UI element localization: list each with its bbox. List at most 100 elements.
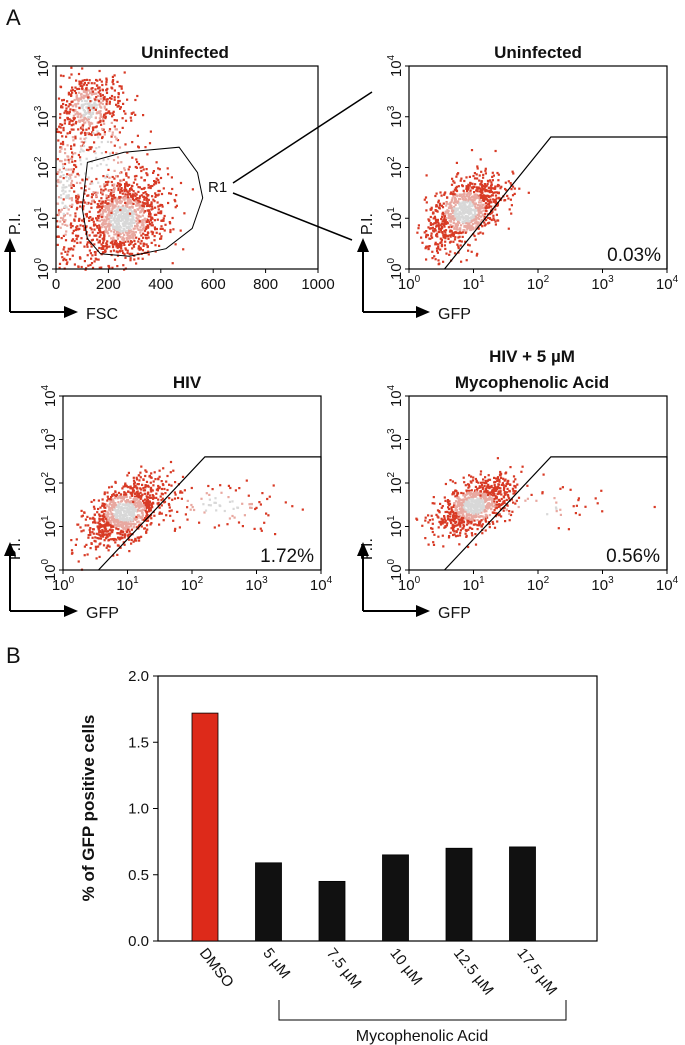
event-dot-c1 [236, 506, 240, 509]
event-dot-c1 [119, 107, 122, 110]
event-dot-c0 [462, 515, 465, 518]
event-dot-c1 [62, 102, 65, 106]
event-dot-c0 [443, 225, 446, 228]
event-dot-c1 [557, 527, 560, 530]
event-dot-c0 [423, 198, 426, 201]
event-dot-c0 [144, 484, 147, 487]
event-dot-c1 [229, 486, 232, 490]
event-dot-c0 [124, 185, 127, 189]
event-dot-c2 [120, 161, 123, 164]
event-dot-c2 [135, 158, 138, 161]
event-dot-c0 [132, 522, 135, 525]
event-dot-c1 [101, 83, 104, 87]
event-dot-c2 [59, 142, 63, 145]
event-dot-c0 [455, 516, 458, 519]
event-dot-c0 [449, 235, 452, 238]
event-dot-c0 [145, 500, 148, 504]
event-dot-c0 [134, 178, 137, 181]
event-dot-c0 [476, 524, 479, 527]
event-dot-c0 [445, 202, 448, 205]
event-dot-c0 [503, 486, 506, 489]
event-dot-c0 [86, 194, 89, 197]
event-dot-c0 [457, 512, 460, 515]
event-dot-c1 [202, 503, 205, 506]
event-dot-c0 [449, 201, 452, 204]
event-dot-c0 [118, 198, 122, 201]
event-dot-c0 [449, 519, 452, 522]
event-dot-c0 [472, 208, 475, 211]
event-dot-c0 [504, 187, 507, 191]
event-dot-c0 [150, 505, 153, 508]
event-dot-c0 [495, 496, 498, 499]
event-dot-c0 [135, 539, 138, 542]
event-dot-c0 [159, 237, 162, 240]
event-dot-c0 [79, 224, 82, 227]
event-dot-c1 [90, 89, 93, 93]
event-dot-c0 [476, 491, 479, 494]
event-dot-c0 [495, 191, 499, 194]
event-dot-c0 [111, 494, 114, 497]
event-dot-c1 [72, 123, 75, 126]
event-dot-c0 [160, 235, 163, 238]
event-dot-c1 [94, 88, 97, 91]
event-dot-c0 [462, 499, 465, 502]
event-dot-c1 [301, 508, 304, 511]
event-dot-c0 [112, 218, 115, 222]
event-dot-c1 [75, 95, 78, 98]
event-dot-c0 [465, 176, 468, 179]
event-dot-c1 [555, 501, 558, 504]
event-dot-c0 [78, 217, 81, 220]
event-dot-c1 [226, 523, 229, 526]
event-dot-c0 [107, 533, 110, 536]
event-dot-c1 [118, 99, 121, 103]
event-dot-c0 [471, 200, 475, 203]
event-dot-c0 [114, 205, 117, 208]
event-dot-c0 [469, 228, 472, 232]
event-dot-c0 [442, 219, 445, 222]
event-dot-c2 [110, 200, 114, 203]
bars [191, 712, 536, 942]
event-dot-c2 [87, 106, 90, 110]
event-dot-c0 [169, 222, 172, 225]
event-dot-c0 [140, 221, 143, 224]
event-dot-c1 [92, 128, 95, 131]
event-dot-c0 [507, 227, 510, 230]
event-dot-c0 [125, 528, 128, 531]
event-dot-c0 [121, 533, 124, 537]
event-dot-c0 [157, 487, 160, 490]
event-dot-c0 [454, 198, 457, 201]
event-dot-c0 [450, 183, 454, 186]
event-dot-c0 [174, 243, 177, 246]
event-dot-c1 [113, 98, 116, 101]
event-dot-c1 [70, 73, 73, 76]
event-dot-c0 [467, 511, 470, 514]
event-dot-c3 [64, 239, 68, 242]
event-dot-c0 [115, 218, 118, 221]
event-dot-c0 [468, 526, 471, 529]
event-dot-c0 [475, 225, 478, 228]
event-dot-c0 [135, 220, 138, 223]
event-dot-c0 [98, 517, 101, 520]
event-dot-c0 [477, 512, 480, 516]
event-dot-c0 [484, 196, 487, 199]
event-dot-c0 [436, 210, 439, 213]
event-dot-c0 [141, 208, 145, 211]
event-dot-c1 [89, 112, 92, 115]
event-dot-c1 [122, 91, 125, 94]
event-dot-c0 [108, 228, 111, 231]
event-dot-c1 [504, 520, 507, 523]
event-dot-c3 [70, 147, 73, 150]
event-dot-c1 [115, 103, 118, 106]
event-dot-c0 [135, 526, 138, 529]
event-dot-c0 [483, 215, 486, 218]
event-dot-c0 [431, 257, 434, 260]
event-dot-c0 [115, 493, 119, 496]
event-dot-c0 [73, 263, 76, 266]
event-dot-c1 [67, 93, 70, 96]
event-dot-c0 [472, 509, 475, 512]
event-dot-c1 [59, 85, 62, 88]
event-dot-c1 [100, 80, 103, 83]
event-dot-c0 [120, 509, 123, 512]
y-tick: 103 [386, 428, 405, 451]
